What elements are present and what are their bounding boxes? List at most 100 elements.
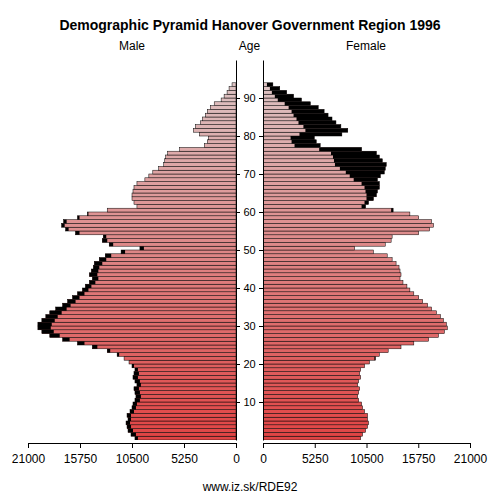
bar (263, 356, 375, 360)
bar (126, 421, 236, 425)
bar (38, 322, 236, 326)
bar (137, 204, 236, 208)
y-axis (236, 61, 240, 441)
bar (263, 372, 360, 376)
bar (224, 94, 236, 98)
tick-label: 15750 (64, 452, 98, 466)
surplus-bar (275, 94, 294, 98)
surplus-bar (127, 425, 131, 429)
surplus-bar (93, 265, 99, 269)
tick-mark (259, 136, 263, 137)
surplus-bar (299, 132, 341, 136)
bar (263, 246, 355, 250)
bar (263, 166, 385, 170)
tick-mark (315, 443, 316, 448)
bar (140, 246, 236, 250)
bar (263, 125, 341, 129)
tick-mark (418, 443, 419, 448)
bar (263, 182, 379, 186)
bar (103, 235, 236, 239)
bar (263, 258, 392, 262)
bar (132, 193, 236, 197)
surplus-bar (42, 330, 54, 334)
surplus-bar (76, 231, 80, 235)
surplus-bar (292, 140, 317, 144)
bar (263, 364, 365, 368)
bar (263, 239, 391, 243)
surplus-bar (46, 315, 58, 319)
surplus-bar (109, 242, 113, 246)
surplus-bar (289, 106, 319, 110)
bar (263, 292, 414, 296)
tick-label: 0 (260, 452, 267, 466)
surplus-bar (89, 273, 97, 277)
surplus-bar (135, 436, 138, 440)
tick-label: 90 (243, 92, 255, 104)
bar (127, 425, 236, 429)
bar (82, 288, 236, 292)
bar (263, 299, 423, 303)
surplus-bar (140, 246, 144, 250)
surplus-bar (367, 197, 374, 201)
bar (263, 189, 377, 193)
tick-mark (236, 364, 240, 365)
surplus-bar (135, 379, 140, 383)
surplus-bar (128, 417, 131, 421)
bar (263, 201, 368, 205)
bar (263, 429, 366, 433)
bar (263, 277, 400, 281)
bar (129, 360, 236, 364)
surplus-bar (134, 387, 139, 391)
surplus-bar (99, 258, 106, 262)
bar (263, 303, 428, 307)
surplus-bar (105, 254, 111, 258)
bar (263, 413, 367, 417)
tick (236, 174, 240, 175)
bar (208, 136, 236, 140)
bar (134, 185, 236, 189)
tick-label: 10500 (350, 452, 384, 466)
bar (263, 170, 384, 174)
surplus-bar (82, 288, 88, 292)
bar (195, 125, 236, 129)
surplus-bar (137, 383, 141, 387)
bar (134, 387, 236, 391)
bar (153, 170, 236, 174)
tick (259, 98, 263, 99)
surplus-bar (50, 311, 62, 315)
bar (263, 379, 359, 383)
tick: 21000 (454, 443, 488, 466)
surplus-bar (319, 147, 361, 151)
bar (78, 292, 236, 296)
bar (134, 201, 236, 205)
bar (132, 406, 236, 410)
surplus-bar (78, 292, 85, 296)
tick-label: 5250 (171, 452, 198, 466)
tick-mark (263, 443, 264, 448)
bar (132, 197, 236, 201)
surplus-bar (367, 193, 377, 197)
bar (263, 220, 432, 224)
bar (62, 223, 236, 227)
surplus-bar (117, 353, 119, 357)
surplus-bar (333, 155, 379, 159)
bar (263, 208, 393, 212)
surplus-bar (365, 201, 369, 205)
bar (193, 128, 236, 132)
surplus-bar (73, 296, 80, 300)
bar (263, 425, 367, 429)
surplus-bar (335, 163, 386, 167)
surplus-bar (346, 170, 384, 174)
bar (164, 163, 236, 167)
bar (263, 417, 367, 421)
bar (263, 102, 310, 106)
bar (263, 136, 314, 140)
surplus-bar (135, 391, 140, 395)
bar (136, 394, 236, 398)
bar (78, 341, 236, 345)
bar (263, 345, 401, 349)
bar (121, 250, 236, 254)
surplus-bar (102, 239, 107, 243)
surplus-bar (68, 299, 76, 303)
surplus-bar (94, 261, 102, 265)
